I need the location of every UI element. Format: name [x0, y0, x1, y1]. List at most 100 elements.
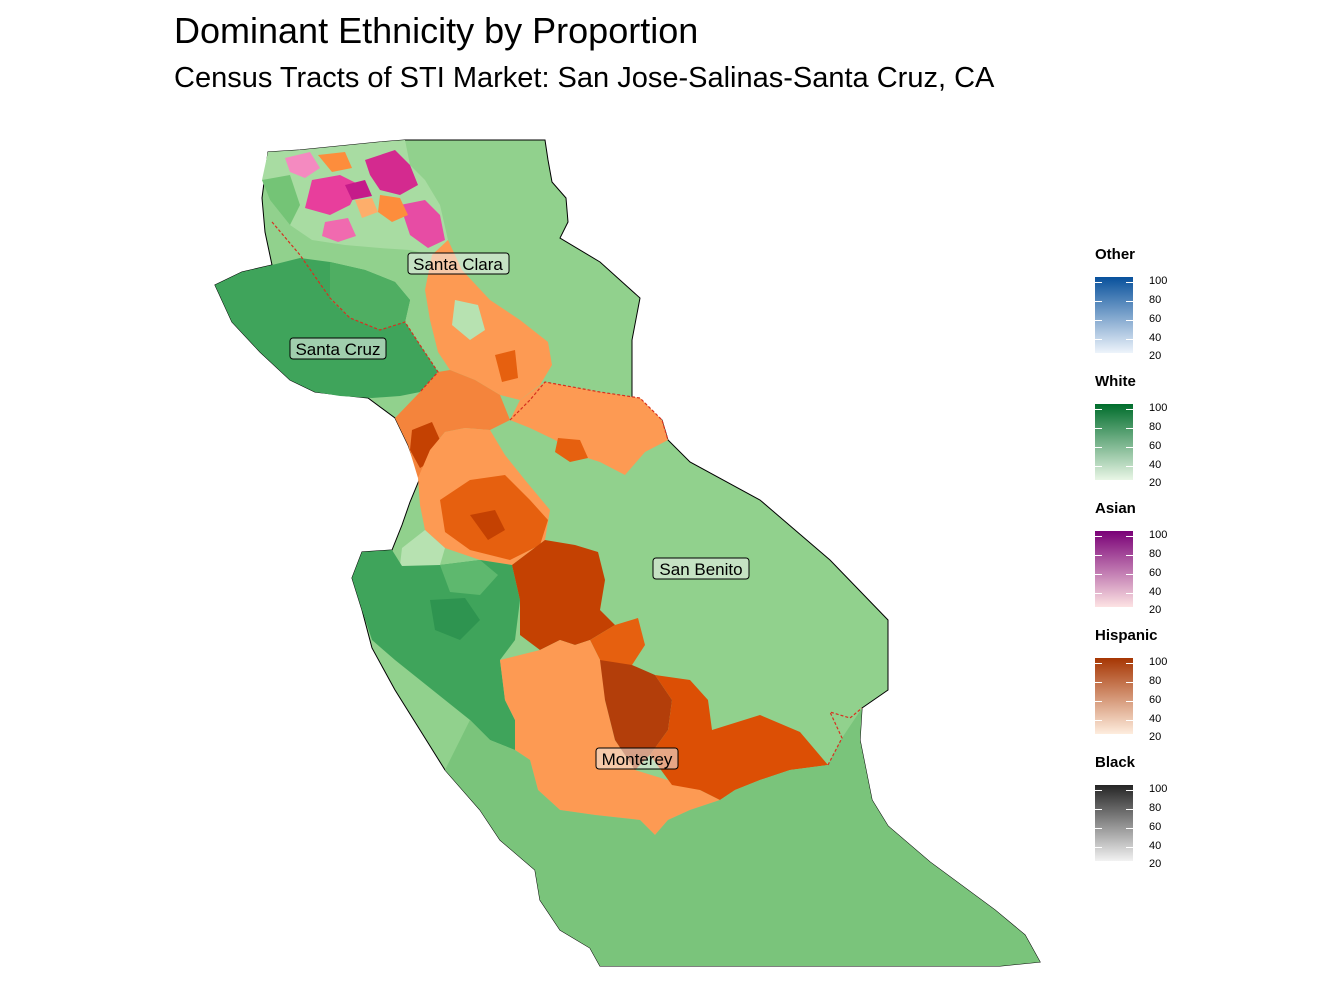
legend-tick-mark — [1095, 738, 1102, 739]
tract-hollister — [555, 438, 588, 462]
legend-title: White — [1095, 373, 1136, 390]
region-monterey-far-south — [445, 708, 1040, 966]
legend-tick-mark — [1126, 339, 1133, 340]
legend-tick-label: 20 — [1149, 858, 1162, 870]
legend-tick-mark — [1095, 611, 1102, 612]
legend-tick-mark — [1126, 282, 1133, 283]
legend-group-white: White 100 80 60 40 20 — [1095, 373, 1215, 500]
legend-tick-mark — [1095, 790, 1102, 791]
legend-tick-mark — [1126, 409, 1133, 410]
legend-tick-mark — [1126, 738, 1133, 739]
legend-tick-mark — [1095, 409, 1102, 410]
tract-peninsula-light — [440, 560, 498, 595]
legend-tick-label: 40 — [1149, 840, 1162, 852]
legend-tick-mark — [1095, 593, 1102, 594]
tract-hispanic-nw-3 — [355, 198, 378, 218]
legend-tick-label: 20 — [1149, 731, 1162, 743]
legend-group-black: Black 100 80 60 40 20 — [1095, 754, 1215, 881]
tract-corridor-white — [452, 300, 485, 340]
legend-tick-label: 60 — [1149, 440, 1162, 452]
region-monterey-south — [500, 640, 720, 835]
legend-tick-label: 20 — [1149, 604, 1162, 616]
map-subtitle: Census Tracts of STI Market: San Jose-Sa… — [174, 62, 995, 94]
legend-title: Asian — [1095, 500, 1136, 517]
legend-tick-label: 80 — [1149, 802, 1162, 814]
legend-tick-mark — [1095, 536, 1102, 537]
svg-text:Santa Clara: Santa Clara — [413, 255, 503, 274]
legend-tick-mark — [1095, 574, 1102, 575]
legend-group-hispanic: Hispanic 100 80 60 40 20 — [1095, 627, 1215, 754]
legend-tick-mark — [1095, 301, 1102, 302]
county-label-santa-cruz: Santa Cruz — [289, 337, 387, 360]
region-san-benito-north — [510, 382, 668, 475]
legend-tick-mark — [1126, 428, 1133, 429]
legend-colorbar — [1095, 404, 1133, 480]
county-label-santa-clara: Santa Clara — [407, 252, 510, 275]
legend-tick-label: 40 — [1149, 332, 1162, 344]
legend-tick-mark — [1095, 701, 1102, 702]
tract-hispanic-nw-1 — [318, 152, 352, 172]
legend-tick-mark — [1126, 790, 1133, 791]
tract-asian-2 — [365, 150, 418, 195]
legend-colorbar — [1095, 277, 1133, 353]
legend-tick-label: 80 — [1149, 548, 1162, 560]
legend-tick-mark — [1126, 828, 1133, 829]
legend-tick-label: 80 — [1149, 294, 1162, 306]
legend-tick-mark — [1095, 663, 1102, 664]
legend-group-asian: Asian 100 80 60 40 20 — [1095, 500, 1215, 627]
legend-tick-mark — [1126, 466, 1133, 467]
region-santa-cruz-inland — [330, 262, 410, 330]
legend-tick-label: 40 — [1149, 713, 1162, 725]
legend-tick-mark — [1126, 593, 1133, 594]
region-monterey-peninsula — [352, 550, 520, 750]
tract-asian-3 — [400, 200, 445, 248]
legend-tick-label: 20 — [1149, 350, 1162, 362]
svg-text:Santa Cruz: Santa Cruz — [295, 340, 380, 359]
legend-tick-mark — [1095, 447, 1102, 448]
legend-tick-label: 100 — [1149, 783, 1168, 795]
svg-text:Monterey: Monterey — [602, 750, 673, 769]
legend-tick-label: 100 — [1149, 529, 1168, 541]
region-monterey-southeast — [650, 675, 828, 800]
legend-tick-mark — [1095, 555, 1102, 556]
legend-tick-mark — [1095, 320, 1102, 321]
legend-tick-mark — [1095, 682, 1102, 683]
legend-tick-label: 60 — [1149, 567, 1162, 579]
tract-peninsula-dark — [430, 598, 480, 640]
legend-tick-label: 60 — [1149, 694, 1162, 706]
legend-tick-mark — [1126, 701, 1133, 702]
legend-tick-label: 60 — [1149, 821, 1162, 833]
legend-tick-label: 100 — [1149, 402, 1168, 414]
legend-tick-mark — [1095, 809, 1102, 810]
legend-tick-label: 20 — [1149, 477, 1162, 489]
legend-tick-mark — [1126, 484, 1133, 485]
svg-text:San Benito: San Benito — [659, 560, 742, 579]
legend-tick-mark — [1095, 484, 1102, 485]
tract-white-nw — [262, 175, 300, 225]
county-label-san-benito: San Benito — [652, 557, 750, 580]
legend-title: Hispanic — [1095, 627, 1158, 644]
legend-tick-mark — [1095, 847, 1102, 848]
legend-tick-mark — [1126, 320, 1133, 321]
legend-tick-mark — [1126, 536, 1133, 537]
legend-tick-mark — [1126, 663, 1133, 664]
county-label-monterey: Monterey — [595, 747, 679, 770]
legend-tick-label: 100 — [1149, 275, 1168, 287]
legend-tick-mark — [1126, 574, 1133, 575]
region-valley-dark — [512, 540, 615, 650]
region-corridor — [425, 240, 552, 400]
legend-tick-mark — [1095, 339, 1102, 340]
region-valley-mid — [590, 618, 645, 672]
legend-tick-mark — [1126, 301, 1133, 302]
legend-title: Other — [1095, 246, 1136, 263]
legend-tick-label: 100 — [1149, 656, 1168, 668]
legend-tick-mark — [1095, 865, 1102, 866]
legend-tick-label: 60 — [1149, 313, 1162, 325]
legend-tick-mark — [1095, 428, 1102, 429]
legend-tick-mark — [1095, 466, 1102, 467]
tract-hispanic-nw-2 — [378, 195, 408, 222]
legend-group-other: Other 100 80 60 40 20 — [1095, 246, 1215, 373]
tract-asian-5 — [322, 218, 356, 242]
